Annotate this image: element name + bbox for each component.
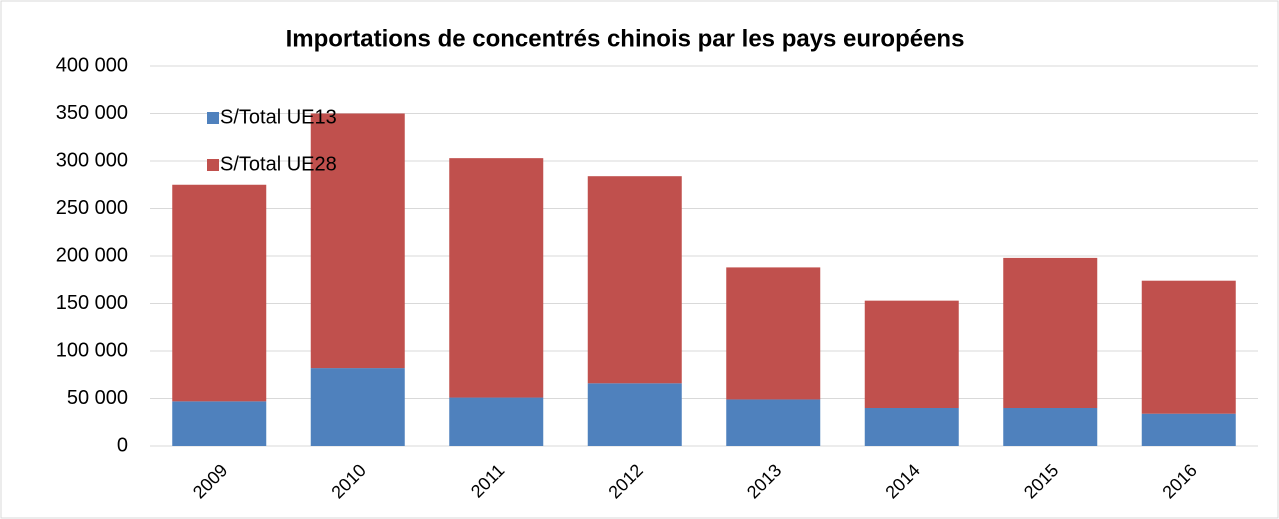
y-tick-label: 50 000 [67,387,128,409]
bar-segment [1003,257,1098,408]
y-tick-label: 200 000 [56,244,128,266]
bar-segment [864,300,959,408]
y-tick-label: 0 [117,434,128,456]
y-tick-label: 350 000 [56,102,128,124]
bar-segment [1003,408,1098,446]
bar-segment [587,176,682,384]
bar-segment [864,408,959,446]
chart-title: Importations de concentrés chinois par l… [286,25,965,52]
bar-segment [726,399,821,446]
legend-swatch [207,112,219,124]
bar-segment [449,158,544,398]
y-tick-label: 250 000 [56,197,128,219]
bar-segment [310,113,405,369]
bar-segment [726,267,821,400]
bar-segment [310,368,405,446]
y-tick-label: 100 000 [56,339,128,361]
y-tick-label: 150 000 [56,292,128,314]
bar-segment [449,397,544,446]
bar-segment [1141,413,1236,446]
bar-segment [1141,280,1236,414]
bar-segment [172,184,267,402]
y-tick-label: 300 000 [56,149,128,171]
bar-segment [587,383,682,446]
y-tick-label: 400 000 [56,54,128,76]
legend-label: S/Total UE13 [220,106,337,128]
bar-segment [172,401,267,446]
legend-swatch [207,159,219,171]
legend-label: S/Total UE28 [220,153,337,175]
